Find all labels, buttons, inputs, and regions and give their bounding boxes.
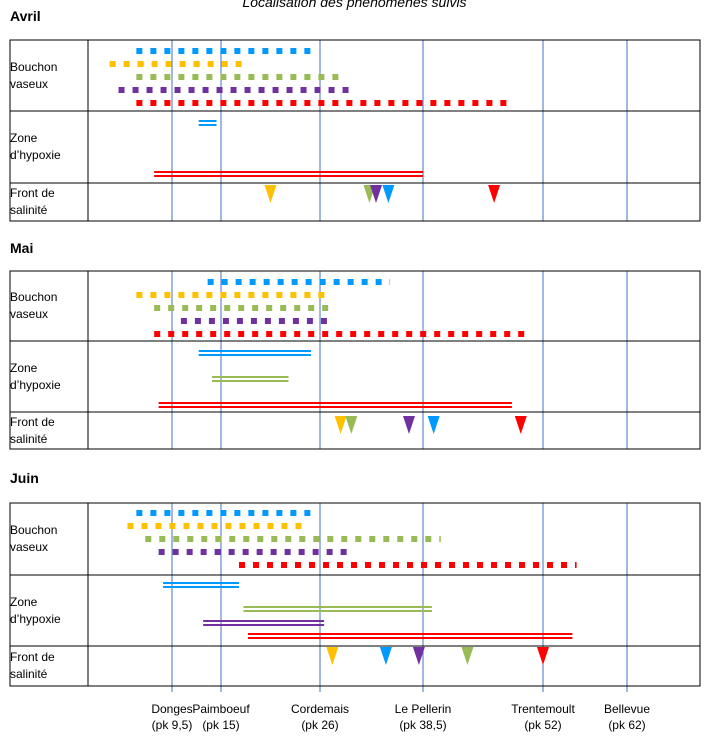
row-label-line: d’hypoxie bbox=[10, 148, 61, 162]
salinity-marker-purple bbox=[370, 185, 383, 203]
row-label-line: Bouchon bbox=[10, 290, 58, 304]
row-label-bouchon: Bouchon vaseux bbox=[10, 522, 86, 556]
tick-name: Le Pellerin bbox=[394, 702, 452, 716]
tick-label: Donges (pk 9,5) bbox=[127, 701, 217, 733]
tick-name: Cordemais bbox=[290, 702, 350, 716]
row-label-line: d’hypoxie bbox=[10, 377, 61, 392]
salinity-marker-yellow bbox=[326, 647, 339, 665]
month-label: Mai bbox=[10, 240, 34, 256]
row-label-salinite: Front de salinité bbox=[10, 185, 86, 219]
row-label-line: d’hypoxie bbox=[10, 611, 61, 626]
row-label-line: salinité bbox=[10, 203, 48, 217]
row-label-line: Zone bbox=[10, 131, 38, 145]
row-label-line: Front de bbox=[10, 650, 55, 664]
panel-frame bbox=[9, 39, 701, 222]
row-label-hypoxie: Zone d’hypoxie bbox=[10, 130, 86, 164]
salinity-marker-blue bbox=[379, 647, 392, 665]
salinity-marker-yellow bbox=[264, 185, 277, 203]
row-label-line: Front de bbox=[10, 414, 55, 429]
row-label-hypoxie: Zone d’hypoxie bbox=[10, 594, 86, 628]
salinity-marker-purple bbox=[412, 647, 425, 665]
tick-pk: (pk 62) bbox=[608, 718, 646, 732]
row-label-line: salinité bbox=[10, 431, 48, 446]
salinity-marker-yellow bbox=[334, 416, 347, 434]
tick-label: Bellevue (pk 62) bbox=[582, 701, 672, 733]
tick-label: Trentemoult (pk 52) bbox=[498, 701, 588, 733]
salinity-marker-blue bbox=[427, 416, 440, 434]
panel-frame bbox=[9, 270, 701, 450]
tick-pk: (pk 26) bbox=[301, 718, 339, 732]
row-label-bouchon: Bouchon vaseux bbox=[10, 289, 86, 323]
salinity-marker-blue bbox=[382, 185, 395, 203]
tick-label: Le Pellerin (pk 38,5) bbox=[378, 701, 468, 733]
row-label-line: Zone bbox=[10, 360, 38, 375]
row-label-line: Bouchon bbox=[10, 523, 58, 537]
tick-name: Paimboeuf bbox=[192, 702, 250, 716]
tick-pk: (pk 9,5) bbox=[151, 718, 193, 732]
row-label-line: vaseux bbox=[10, 76, 49, 91]
tick-pk: (pk 52) bbox=[524, 718, 562, 732]
month-label: Avril bbox=[10, 8, 41, 24]
salinity-marker-green bbox=[461, 647, 474, 665]
row-label-hypoxie: Zone d’hypoxie bbox=[10, 360, 86, 394]
chart-title: Localisation des phénomènes suivis bbox=[242, 0, 467, 10]
row-label-line: vaseux bbox=[10, 307, 49, 321]
row-label-line: Bouchon bbox=[10, 59, 58, 74]
row-label-salinite: Front de salinité bbox=[10, 414, 86, 448]
tick-name: Trentemoult bbox=[511, 702, 575, 716]
salinity-marker-purple bbox=[402, 416, 415, 434]
tick-name: Donges bbox=[151, 702, 193, 716]
tick-name: Bellevue bbox=[603, 702, 651, 716]
row-label-line: Front de bbox=[10, 186, 55, 200]
tick-pk: (pk 15) bbox=[202, 718, 240, 732]
row-label-salinite: Front de salinité bbox=[10, 649, 86, 683]
salinity-marker-red bbox=[488, 185, 501, 203]
salinity-marker-red bbox=[537, 647, 549, 665]
row-label-bouchon: Bouchon vaseux bbox=[10, 59, 86, 93]
month-label: Juin bbox=[10, 470, 39, 486]
row-label-line: vaseux bbox=[10, 540, 49, 554]
salinity-marker-red bbox=[514, 416, 527, 434]
tick-pk: (pk 38,5) bbox=[399, 718, 447, 732]
row-label-line: salinité bbox=[10, 667, 48, 681]
tick-label: Cordemais (pk 26) bbox=[275, 701, 365, 733]
panel-frame bbox=[9, 502, 701, 687]
salinity-marker-green bbox=[345, 416, 358, 434]
tick-label: Paimboeuf (pk 15) bbox=[176, 701, 266, 733]
row-label-line: Zone bbox=[10, 594, 38, 609]
